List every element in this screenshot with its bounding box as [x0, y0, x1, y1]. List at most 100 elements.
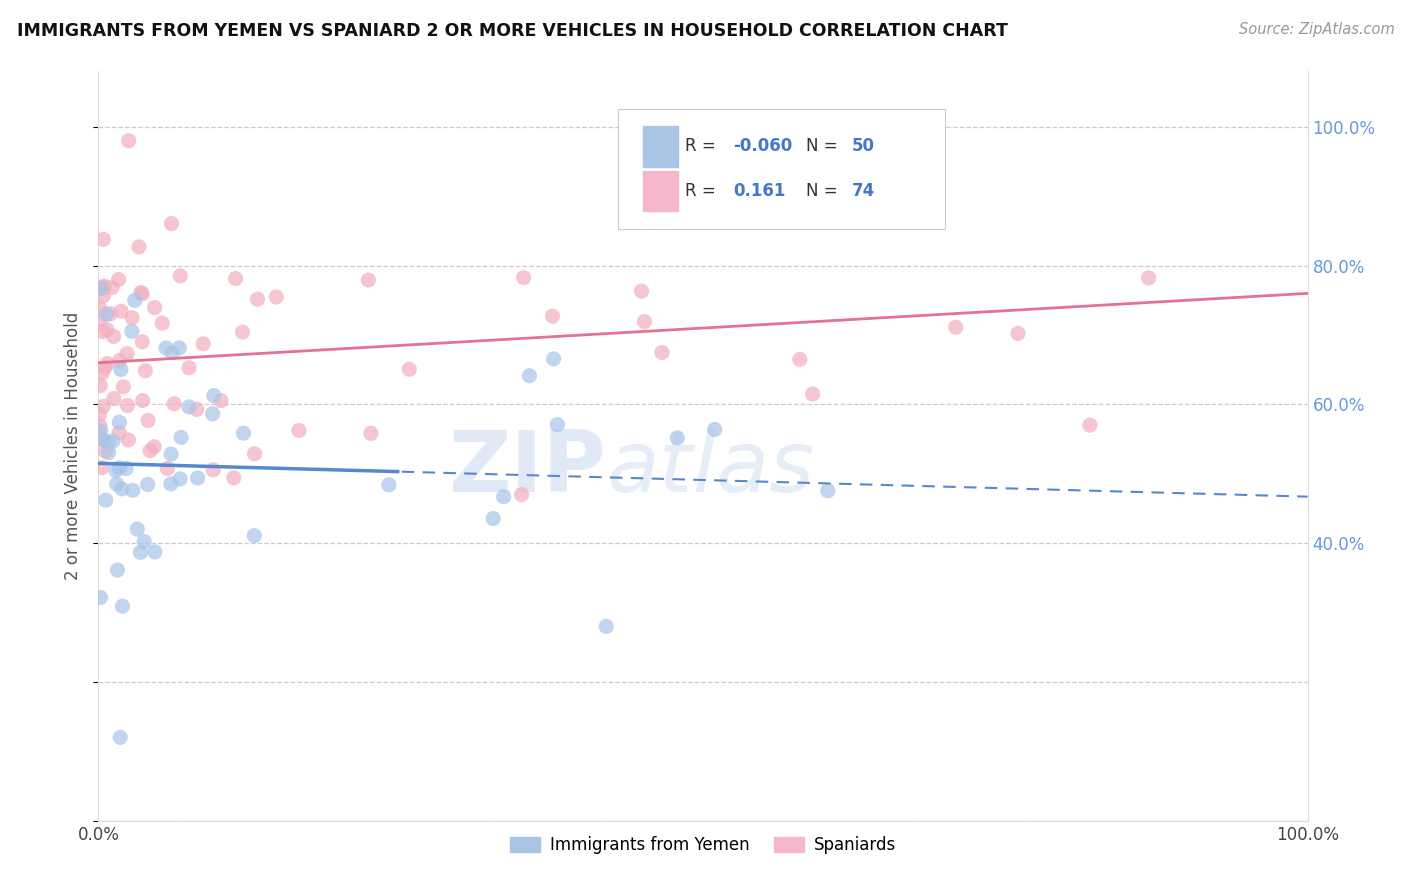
Point	[89, 591, 111, 605]
Point	[91, 325, 114, 339]
Point	[134, 364, 156, 378]
Point	[129, 545, 152, 559]
Point	[202, 388, 225, 402]
Point	[108, 425, 131, 440]
Point	[101, 280, 124, 294]
Point	[156, 461, 179, 475]
Point	[482, 511, 505, 525]
Point	[801, 387, 824, 401]
Point	[94, 360, 117, 375]
Point	[104, 464, 127, 478]
Point	[177, 400, 200, 414]
Point	[89, 301, 111, 316]
Point	[89, 432, 111, 446]
Point	[93, 232, 115, 246]
Point	[136, 413, 159, 427]
Point	[98, 307, 121, 321]
Point	[209, 393, 232, 408]
Point	[1078, 418, 1101, 433]
Point	[225, 271, 247, 285]
Point	[651, 345, 673, 359]
Point	[89, 378, 111, 392]
Point	[136, 477, 159, 491]
Point	[360, 426, 382, 441]
Point	[117, 399, 139, 413]
Point	[630, 284, 652, 298]
Point	[96, 357, 118, 371]
Point	[97, 435, 120, 450]
Text: Source: ZipAtlas.com: Source: ZipAtlas.com	[1239, 22, 1395, 37]
Point	[243, 447, 266, 461]
Point	[108, 415, 131, 429]
Point	[111, 599, 134, 614]
Text: atlas: atlas	[606, 427, 814, 510]
Text: IMMIGRANTS FROM YEMEN VS SPANIARD 2 OR MORE VEHICLES IN HOUSEHOLD CORRELATION CH: IMMIGRANTS FROM YEMEN VS SPANIARD 2 OR M…	[17, 22, 1008, 40]
Point	[89, 408, 111, 422]
Point	[160, 477, 183, 491]
Point	[97, 445, 120, 459]
Point	[131, 334, 153, 349]
Point	[96, 323, 118, 337]
Point	[108, 353, 131, 368]
Point	[510, 487, 533, 501]
Point	[121, 310, 143, 325]
Point	[110, 304, 132, 318]
Point	[90, 424, 112, 438]
Point	[91, 399, 114, 413]
Point	[91, 460, 114, 475]
Point	[169, 472, 191, 486]
Point	[169, 341, 191, 355]
Point	[160, 447, 183, 461]
Point	[129, 285, 152, 300]
Text: 0.161: 0.161	[734, 182, 786, 200]
Point	[93, 279, 115, 293]
Point	[246, 293, 269, 307]
Point	[143, 545, 166, 559]
Point	[193, 336, 215, 351]
Point	[1007, 326, 1029, 341]
Point	[112, 380, 135, 394]
FancyBboxPatch shape	[643, 171, 678, 211]
Point	[155, 341, 177, 355]
Point	[222, 471, 245, 485]
Point	[128, 240, 150, 254]
Point	[143, 301, 166, 315]
Point	[90, 281, 112, 295]
Point	[177, 360, 200, 375]
Point	[169, 268, 191, 283]
Point	[101, 434, 124, 449]
FancyBboxPatch shape	[643, 126, 678, 167]
Point	[817, 483, 839, 498]
Point	[1137, 271, 1160, 285]
Text: 74: 74	[852, 182, 875, 200]
Point	[163, 397, 186, 411]
Point	[789, 352, 811, 367]
Point	[139, 443, 162, 458]
Point	[666, 431, 689, 445]
Point	[703, 422, 725, 436]
Point	[231, 325, 253, 339]
Point	[121, 324, 143, 338]
Point	[108, 460, 131, 475]
Point	[110, 362, 132, 376]
Point	[91, 289, 114, 303]
Point	[170, 430, 193, 444]
Point	[243, 529, 266, 543]
Point	[512, 270, 534, 285]
Point	[91, 433, 114, 447]
Point	[595, 619, 617, 633]
Point	[398, 362, 420, 376]
Point	[492, 490, 515, 504]
Point	[187, 471, 209, 485]
Point	[131, 286, 153, 301]
Point	[546, 417, 568, 432]
Text: N =: N =	[806, 137, 842, 155]
Point	[266, 290, 288, 304]
Point	[121, 483, 143, 498]
Point	[107, 272, 129, 286]
Point	[103, 329, 125, 343]
Point	[115, 461, 138, 475]
Point	[89, 418, 111, 433]
Point	[89, 314, 111, 328]
Point	[117, 433, 139, 447]
